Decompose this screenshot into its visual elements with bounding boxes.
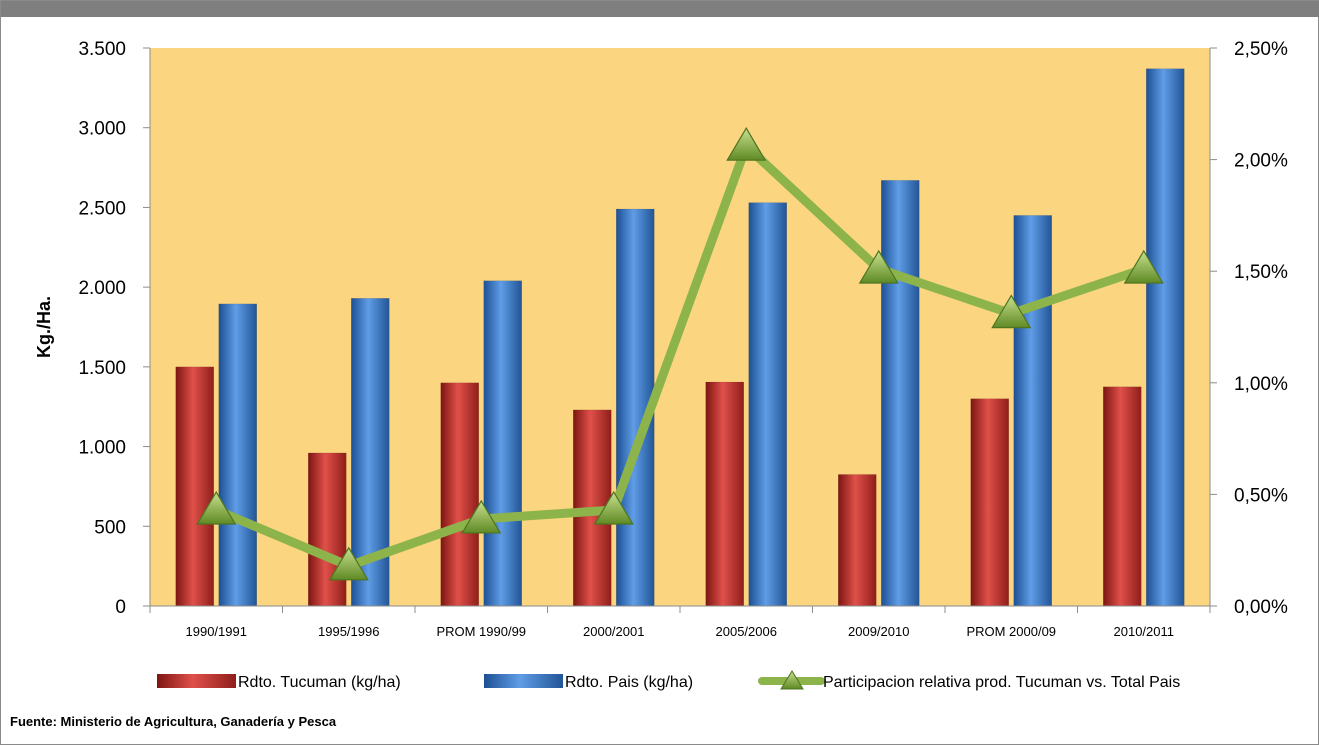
bar-pais-2 [483, 280, 522, 607]
y2-tick-label-0: 0,00% [1234, 597, 1288, 618]
y-tick-label-1: 500 [94, 517, 126, 538]
bar-tucuman-5 [838, 474, 877, 607]
bar-pais-4 [748, 202, 787, 607]
bar-tucuman-7 [1103, 386, 1142, 607]
y2-tick-label-4: 2,00% [1234, 151, 1288, 172]
legend-label-0: Rdto. Tucuman (kg/ha) [238, 674, 401, 691]
bar-pais-0 [218, 303, 257, 607]
bar-pais-7 [1146, 68, 1185, 607]
point-participacion-6 [991, 294, 1032, 329]
y-tick-label-5: 2.500 [78, 198, 126, 219]
bar-tucuman-6 [970, 398, 1009, 607]
x-tick-label-4: 2005/2006 [716, 624, 777, 639]
legend-marker-2 [780, 670, 804, 690]
y-axis-label: Kg./Ha. [34, 296, 54, 358]
bar-tucuman-2 [440, 382, 479, 607]
legend-label-1: Rdto. Pais (kg/ha) [565, 674, 693, 691]
bar-tucuman-4 [705, 381, 744, 607]
point-participacion-0 [196, 490, 237, 525]
source-note: Fuente: Ministerio de Agricultura, Ganad… [10, 714, 337, 729]
x-tick-label-5: 2009/2010 [848, 624, 909, 639]
x-tick-label-0: 1990/1991 [186, 624, 247, 639]
point-participacion-5 [858, 249, 899, 284]
legend-swatch-1 [484, 674, 563, 688]
point-participacion-4 [726, 127, 767, 161]
title-bar [1, 1, 1319, 17]
y-tick-label-7: 3.500 [78, 39, 126, 60]
legend: Rdto. Tucuman (kg/ha) Rdto. Pais (kg/ha) P… [157, 670, 1180, 691]
line-participacion [211, 141, 1149, 571]
bars-layer [175, 68, 1185, 607]
y-tick-label-3: 1.500 [78, 358, 126, 379]
x-tick-label-1: 1995/1996 [318, 624, 379, 639]
legend-label-2: Participacion relativa prod. Tucuman vs.… [823, 674, 1180, 691]
axes-layer: 0 500 1.000 1.500 2.000 2.500 3.000 3.500 0,00% 0… [78, 39, 1288, 639]
y2-tick-label-2: 1,00% [1234, 374, 1288, 395]
point-participacion-7 [1123, 249, 1164, 284]
bar-tucuman-1 [308, 452, 347, 607]
line-layer [196, 127, 1164, 581]
x-tick-label-2: PROM 1990/99 [436, 624, 526, 639]
y-tick-label-6: 3.000 [78, 119, 126, 140]
bar-tucuman-0 [175, 366, 214, 607]
legend-swatch-0 [157, 674, 236, 688]
x-tick-label-3: 2000/2001 [583, 624, 644, 639]
x-tick-label-6: PROM 2000/09 [966, 624, 1056, 639]
y-tick-label-2: 1.000 [78, 438, 126, 459]
bar-pais-5 [881, 180, 920, 607]
y-tick-label-4: 2.000 [78, 278, 126, 299]
y2-tick-label-1: 0,50% [1234, 485, 1288, 506]
y2-tick-label-3: 1,50% [1234, 262, 1288, 283]
point-participacion-1 [328, 546, 369, 581]
y2-tick-label-5: 2,50% [1234, 39, 1288, 60]
x-tick-label-7: 2010/2011 [1114, 624, 1175, 639]
bar-pais-6 [1013, 215, 1052, 607]
point-participacion-2 [461, 499, 502, 534]
y-tick-label-0: 0 [115, 597, 126, 618]
point-participacion-3 [593, 490, 634, 525]
